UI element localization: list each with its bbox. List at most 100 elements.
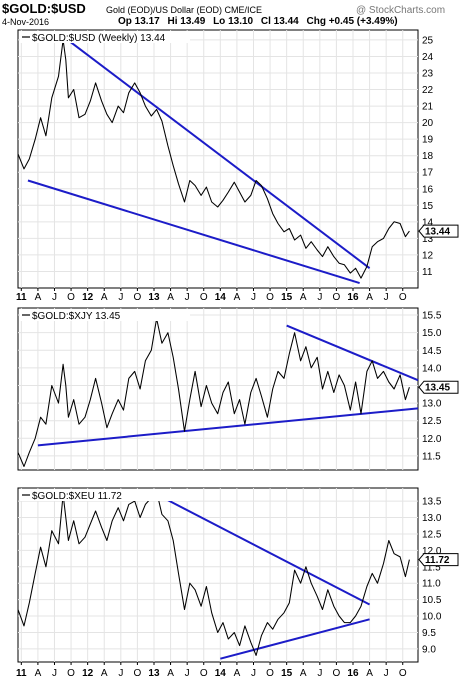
x-tick-label: 12	[82, 292, 94, 303]
x-tick-label: 13	[148, 292, 160, 303]
panel-3: 9.0 9.5 10.0 10.5 11.0 11.5 12.0 12.5 13.0 13.5 $G…	[16, 487, 459, 679]
y-tick-label: 22	[422, 85, 434, 96]
y-tick-label: 14.0	[422, 363, 442, 374]
y-tick-label: 24	[422, 52, 434, 63]
x-tick-label: J	[118, 292, 123, 303]
x-tick-label: O	[200, 292, 208, 303]
x-tick-label: A	[167, 668, 174, 679]
y-tick-label: 25	[422, 35, 434, 46]
x-tick-label: 12	[82, 668, 94, 679]
x-tick-label: O	[200, 668, 208, 679]
stockcharts-credit: @ StockCharts.com	[356, 5, 446, 16]
x-tick-label: A	[167, 292, 174, 303]
y-tick-label: 23	[422, 69, 434, 80]
y-tick-label: 9.5	[422, 628, 436, 639]
x-tick-label: A	[300, 292, 307, 303]
x-tick-label: J	[118, 668, 123, 679]
x-tick-label: O	[266, 292, 274, 303]
chart-symbol: $GOLD:$USD	[2, 1, 86, 16]
change-value: Chg +0.45 (+3.49%)	[306, 16, 398, 27]
y-tick-label: 11.5	[422, 562, 441, 573]
panel-title-bg	[20, 309, 190, 321]
y-tick-label: 14	[422, 217, 434, 228]
x-tick-label: J	[251, 292, 256, 303]
x-tick-label: A	[35, 668, 42, 679]
panel-2: 11.512.012.513.013.514.014.515.015.5$GOL…	[17, 307, 459, 471]
y-tick-label: 17	[422, 168, 434, 179]
y-tick-label: 12.5	[422, 529, 442, 540]
y-tick-label: 11.0	[422, 579, 441, 590]
x-tick-label: A	[366, 668, 373, 679]
y-tick-label: 13.0	[422, 399, 442, 410]
x-tick-label: O	[67, 668, 75, 679]
x-tick-label: O	[67, 292, 75, 303]
x-tick-label: O	[333, 668, 341, 679]
panel-title: $GOLD:$XEU 11.72	[32, 491, 122, 502]
last-value-tag	[418, 224, 459, 238]
trendline	[67, 39, 371, 269]
x-tick-label: A	[300, 668, 307, 679]
x-tick-label: O	[134, 668, 142, 679]
y-tick-label: 12.5	[422, 416, 442, 427]
x-tick-label: A	[366, 292, 373, 303]
y-tick-label: 12.0	[422, 434, 442, 445]
trendline	[150, 490, 371, 606]
x-tick-label: J	[384, 292, 389, 303]
panel-title-bg	[20, 31, 190, 43]
panel-frame	[17, 29, 419, 289]
price-series-line	[17, 318, 410, 468]
x-tick-label: J	[317, 292, 322, 303]
y-tick-label: 20	[422, 118, 434, 129]
y-tick-label: 10.5	[422, 595, 442, 606]
trendline	[27, 179, 360, 284]
last-value-tag	[418, 380, 459, 394]
y-tick-label: 19	[422, 135, 434, 146]
y-tick-label: 13	[422, 234, 434, 245]
x-tick-label: J	[185, 668, 190, 679]
x-tick-label: J	[185, 292, 190, 303]
y-tick-label: 21	[422, 102, 434, 113]
x-tick-label: O	[134, 292, 142, 303]
panel-1: 11 12 13 14 15 16 17 18 19 20 21 22 23 24 25 $GOLD:$USD…	[16, 29, 459, 303]
x-tick-label: O	[266, 668, 274, 679]
y-tick-label: 15	[422, 201, 434, 212]
y-tick-label: 15.5	[422, 311, 442, 322]
y-tick-label: 12.0	[422, 546, 442, 557]
x-tick-label: A	[101, 292, 108, 303]
x-tick-label: O	[333, 292, 341, 303]
last-value-label: 13.45	[425, 383, 450, 394]
chart-date: 4-Nov-2016	[2, 17, 50, 27]
y-tick-label: 14.5	[422, 346, 442, 357]
y-tick-label: 11	[422, 267, 433, 278]
trendline	[286, 324, 419, 382]
panel-frame	[17, 307, 419, 471]
panel-title: $GOLD:$USD (Weekly) 13.44	[32, 33, 166, 44]
price-series-line	[17, 39, 410, 279]
price-series-line	[17, 490, 410, 656]
close-value: Cl 13.44	[260, 16, 299, 27]
panel-title-bg	[20, 489, 190, 501]
chart-description: Gold (EOD)/US Dollar (EOD) CME/ICE	[106, 5, 263, 15]
x-tick-label: J	[251, 668, 256, 679]
x-tick-label: 11	[16, 292, 27, 303]
x-tick-label: A	[234, 668, 241, 679]
y-tick-label: 18	[422, 151, 434, 162]
trendline	[220, 618, 370, 660]
last-value-tag	[418, 553, 459, 567]
x-tick-label: J	[384, 668, 389, 679]
x-tick-label: J	[317, 668, 322, 679]
x-tick-label: J	[52, 668, 57, 679]
x-tick-label: 16	[347, 668, 359, 679]
y-tick-label: 13.0	[422, 513, 442, 524]
y-tick-label: 11.5	[422, 451, 441, 462]
ohlc-stats: Op 13.17 Hi 13.49 Lo 13.10 Cl 13.44 Chg …	[118, 16, 403, 27]
x-tick-label: 16	[347, 292, 359, 303]
x-tick-label: A	[234, 292, 241, 303]
trendline	[37, 407, 419, 447]
x-tick-label: A	[35, 292, 42, 303]
y-tick-label: 13.5	[422, 497, 442, 508]
x-tick-label: 11	[16, 668, 27, 679]
y-tick-label: 16	[422, 184, 434, 195]
x-tick-label: 14	[215, 668, 227, 679]
